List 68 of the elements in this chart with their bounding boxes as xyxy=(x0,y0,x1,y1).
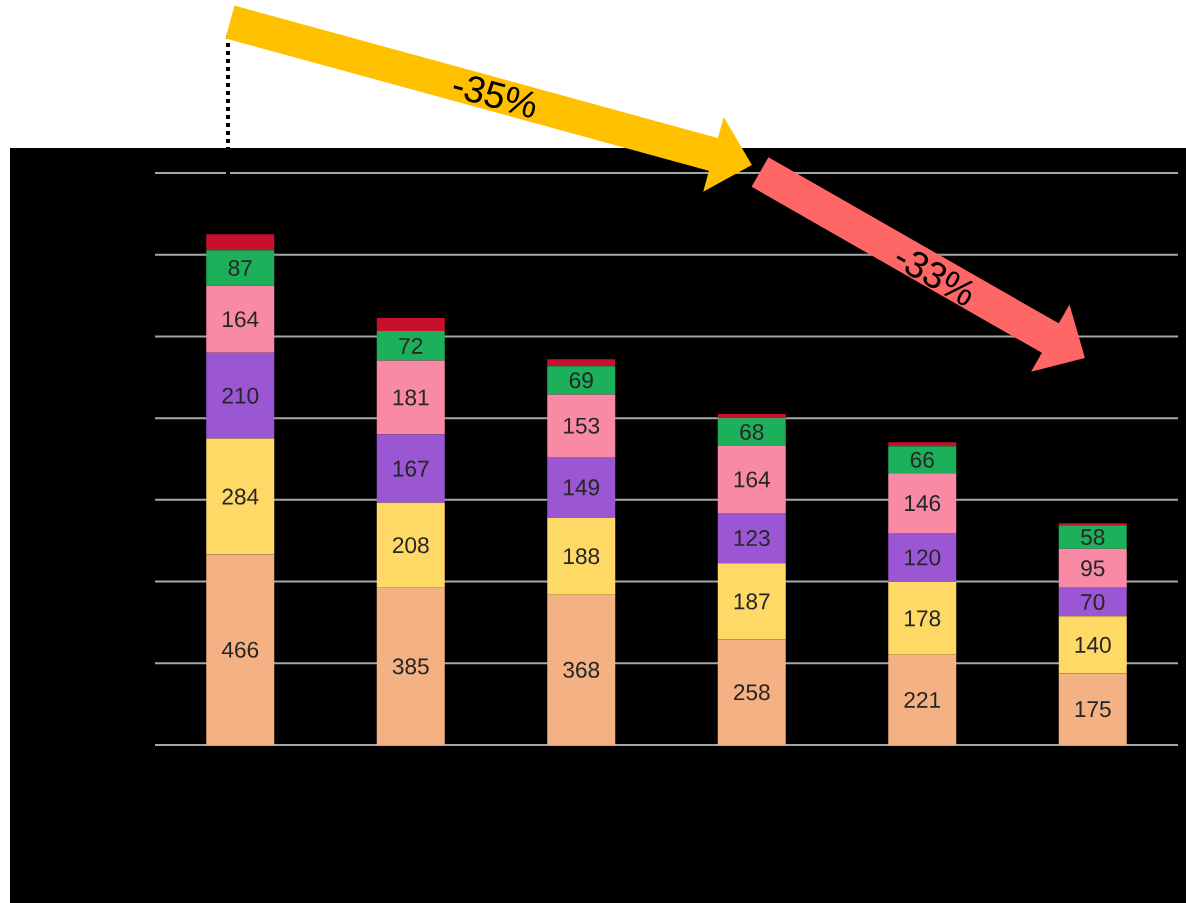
data-label: 258 xyxy=(733,684,770,701)
data-label: 208 xyxy=(393,537,429,554)
bar xyxy=(1058,548,1127,588)
bar xyxy=(888,654,957,745)
data-label: 140 xyxy=(1075,636,1111,653)
bar xyxy=(376,587,445,745)
bar xyxy=(547,366,616,395)
bar xyxy=(1058,523,1127,526)
bar xyxy=(547,594,616,745)
data-label: 146 xyxy=(905,495,941,512)
data-label: 466 xyxy=(221,641,259,658)
data-label: 69 xyxy=(569,372,593,389)
data-label: 164 xyxy=(223,311,259,328)
bar xyxy=(206,250,275,286)
data-label: 66 xyxy=(910,451,934,468)
data-label: 221 xyxy=(904,691,941,708)
bar xyxy=(888,473,957,533)
data-label: 385 xyxy=(392,658,429,675)
data-label: 72 xyxy=(399,337,423,354)
bar xyxy=(888,446,957,474)
bar xyxy=(376,318,445,332)
data-label: 87 xyxy=(228,259,252,277)
data-label: 70 xyxy=(1081,593,1105,611)
bar xyxy=(547,517,616,595)
bar xyxy=(1058,673,1127,745)
text: -35% xyxy=(453,76,536,118)
data-label: 181 xyxy=(393,389,429,406)
bar xyxy=(717,639,786,745)
bar xyxy=(376,434,445,503)
data-label: 120 xyxy=(905,549,941,566)
data-label: 153 xyxy=(564,417,600,434)
bar xyxy=(888,442,957,447)
data-label: 95 xyxy=(1081,560,1105,577)
data-label: 149 xyxy=(564,479,600,496)
bar xyxy=(547,456,616,518)
bar xyxy=(717,512,786,564)
bar xyxy=(888,581,957,655)
data-label: 284 xyxy=(222,488,259,505)
bar xyxy=(376,331,445,361)
annotation: -33% xyxy=(896,251,974,306)
bar xyxy=(206,438,275,555)
data-label: 178 xyxy=(905,610,941,627)
data-label: 175 xyxy=(1075,701,1111,718)
bar xyxy=(888,532,957,582)
bar xyxy=(1058,587,1127,617)
data-label: 188 xyxy=(564,548,600,565)
bar xyxy=(206,234,275,251)
data-label: 187 xyxy=(734,593,770,610)
data-label: 58 xyxy=(1081,529,1105,546)
bar xyxy=(206,285,275,353)
data-label: 123 xyxy=(734,530,770,547)
bar xyxy=(717,563,786,640)
bar xyxy=(206,352,275,439)
bar xyxy=(1058,525,1127,549)
bar xyxy=(717,418,786,446)
bar xyxy=(206,554,275,745)
data-label: 164 xyxy=(734,471,770,488)
bar xyxy=(717,414,786,419)
bar xyxy=(1058,616,1127,674)
data-label: 368 xyxy=(563,661,600,678)
data-label: 68 xyxy=(740,423,764,441)
bar xyxy=(376,502,445,588)
data-label: 210 xyxy=(222,387,259,404)
bar xyxy=(717,445,786,513)
data-label: 167 xyxy=(393,460,429,477)
bar xyxy=(376,360,445,435)
bar xyxy=(547,359,616,367)
bar xyxy=(547,394,616,457)
